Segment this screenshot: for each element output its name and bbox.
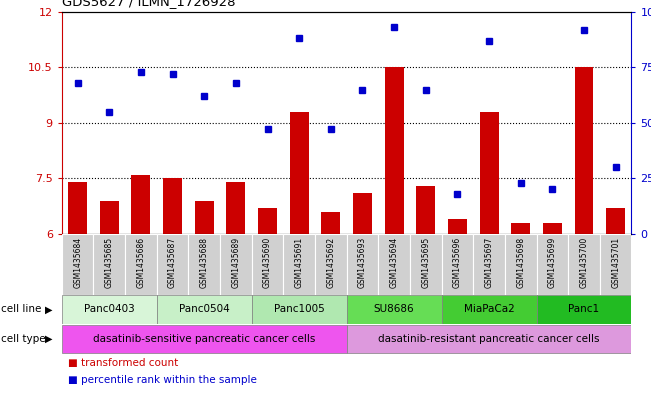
Bar [188, 234, 220, 295]
Text: GSM1435686: GSM1435686 [137, 237, 145, 288]
Text: GSM1435700: GSM1435700 [579, 237, 589, 288]
Bar [195, 200, 214, 234]
Bar [536, 296, 631, 324]
Text: Panc1: Panc1 [568, 305, 600, 314]
Bar [600, 234, 631, 295]
Bar [568, 234, 600, 295]
Bar [220, 234, 252, 295]
Bar [385, 67, 404, 234]
Text: GSM1435690: GSM1435690 [263, 237, 272, 288]
Text: Panc0403: Panc0403 [84, 305, 135, 314]
Bar [353, 193, 372, 234]
Bar [94, 234, 125, 295]
Bar [68, 182, 87, 234]
Bar [62, 325, 347, 353]
Bar [283, 234, 315, 295]
Bar [511, 223, 530, 234]
Bar [132, 174, 150, 234]
Text: dasatinib-resistant pancreatic cancer cells: dasatinib-resistant pancreatic cancer ce… [378, 334, 600, 344]
Text: ▶: ▶ [45, 334, 53, 344]
Text: ■ transformed count: ■ transformed count [68, 358, 178, 368]
Text: MiaPaCa2: MiaPaCa2 [464, 305, 514, 314]
Bar [473, 234, 505, 295]
Text: GSM1435687: GSM1435687 [168, 237, 177, 288]
Bar [258, 208, 277, 234]
Bar [100, 200, 118, 234]
Bar [157, 234, 188, 295]
Bar [125, 234, 157, 295]
Text: GSM1435701: GSM1435701 [611, 237, 620, 288]
Bar [290, 112, 309, 234]
Text: Panc1005: Panc1005 [274, 305, 325, 314]
Bar [315, 234, 346, 295]
Text: dasatinib-sensitive pancreatic cancer cells: dasatinib-sensitive pancreatic cancer ce… [93, 334, 316, 344]
Bar [163, 178, 182, 234]
Bar [346, 296, 441, 324]
Text: Panc0504: Panc0504 [179, 305, 230, 314]
Bar [441, 296, 536, 324]
Bar [62, 296, 157, 324]
Bar [416, 186, 436, 234]
Text: GSM1435688: GSM1435688 [200, 237, 209, 288]
Bar [480, 112, 499, 234]
Bar [606, 208, 625, 234]
Text: GSM1435694: GSM1435694 [390, 237, 398, 288]
Text: GSM1435691: GSM1435691 [295, 237, 303, 288]
Bar [322, 211, 340, 234]
Text: GSM1435685: GSM1435685 [105, 237, 114, 288]
Text: GSM1435695: GSM1435695 [421, 237, 430, 288]
Bar [441, 234, 473, 295]
Text: cell line: cell line [1, 305, 42, 314]
Bar [62, 234, 94, 295]
Text: GDS5627 / ILMN_1726928: GDS5627 / ILMN_1726928 [62, 0, 236, 8]
Text: GSM1435698: GSM1435698 [516, 237, 525, 288]
Bar [410, 234, 441, 295]
Bar [346, 234, 378, 295]
Text: SU8686: SU8686 [374, 305, 415, 314]
Bar [252, 296, 346, 324]
Text: GSM1435699: GSM1435699 [548, 237, 557, 288]
Text: cell type: cell type [1, 334, 46, 344]
Bar [252, 234, 283, 295]
Bar [378, 234, 410, 295]
Bar [448, 219, 467, 234]
Text: GSM1435692: GSM1435692 [326, 237, 335, 288]
Bar [574, 67, 594, 234]
Text: GSM1435689: GSM1435689 [231, 237, 240, 288]
Bar [346, 325, 631, 353]
Bar [536, 234, 568, 295]
Bar [227, 182, 245, 234]
Bar [543, 223, 562, 234]
Text: GSM1435693: GSM1435693 [358, 237, 367, 288]
Text: GSM1435684: GSM1435684 [73, 237, 82, 288]
Text: GSM1435696: GSM1435696 [453, 237, 462, 288]
Text: ▶: ▶ [45, 305, 53, 314]
Bar [157, 296, 252, 324]
Text: GSM1435697: GSM1435697 [484, 237, 493, 288]
Bar [505, 234, 536, 295]
Text: ■ percentile rank within the sample: ■ percentile rank within the sample [68, 375, 257, 385]
